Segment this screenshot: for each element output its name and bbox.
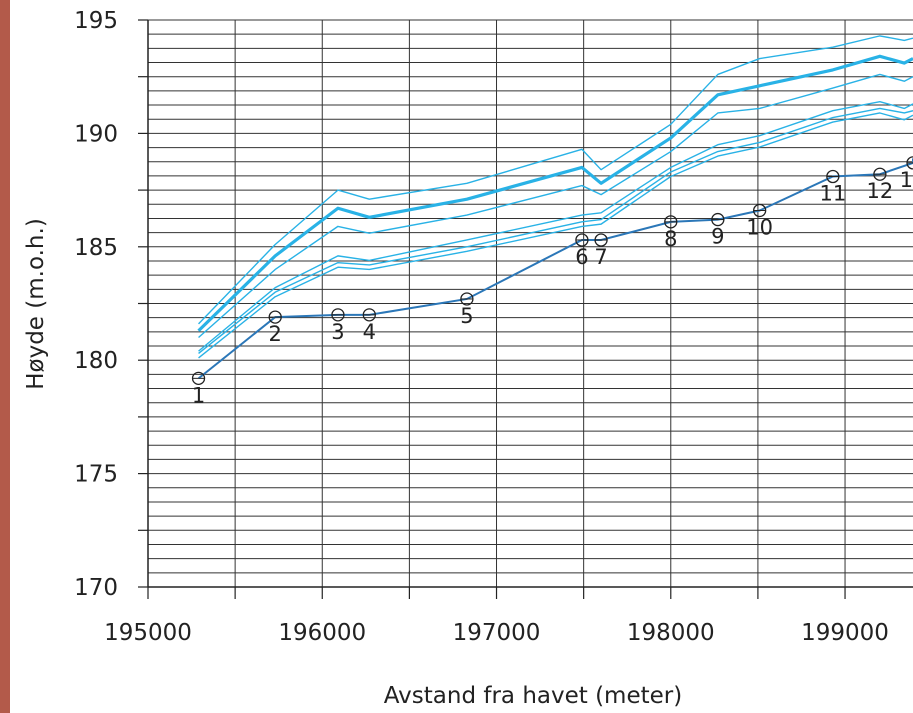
x-tick-label: 199000	[801, 620, 889, 646]
left-border-strip	[0, 0, 10, 713]
x-tick-label: 198000	[627, 620, 715, 646]
ground-point-label: 12	[867, 179, 894, 203]
water-level-line	[198, 112, 913, 359]
y-tick-label: 175	[74, 462, 118, 488]
ground-point-label: 13	[900, 168, 913, 192]
water-level-line	[198, 35, 913, 325]
ground-point-label: 3	[331, 320, 344, 344]
water-level-line-main	[197, 54, 913, 332]
x-tick-label: 197000	[453, 620, 541, 646]
y-tick-label: 180	[74, 348, 118, 374]
ground-point-label: 4	[363, 320, 376, 344]
y-axis-title: Høyde (m.o.h.)	[23, 218, 49, 390]
x-tick-label: 195000	[104, 620, 192, 646]
water-level-line	[198, 73, 913, 339]
ground-point-label: 2	[269, 322, 282, 346]
y-tick-label: 195	[74, 8, 118, 34]
x-tick-label: 196000	[278, 620, 366, 646]
ground-point-label: 9	[711, 225, 724, 249]
ground-point-label: 6	[575, 245, 588, 269]
water-level-line	[198, 100, 913, 352]
ground-point-label: 7	[594, 245, 607, 269]
ground-point-label: 5	[460, 304, 473, 328]
y-tick-label: 190	[74, 121, 118, 147]
y-tick-label: 170	[74, 575, 118, 601]
x-axis-title: Avstand fra havet (meter)	[384, 683, 682, 709]
water-level-line	[198, 107, 913, 354]
ground-point-label: 1	[192, 383, 205, 407]
y-tick-label: 185	[74, 235, 118, 261]
ground-point-label: 10	[746, 216, 773, 240]
ground-point-label: 11	[819, 181, 846, 205]
grid	[148, 19, 913, 588]
ground-point-label: 8	[664, 227, 677, 251]
